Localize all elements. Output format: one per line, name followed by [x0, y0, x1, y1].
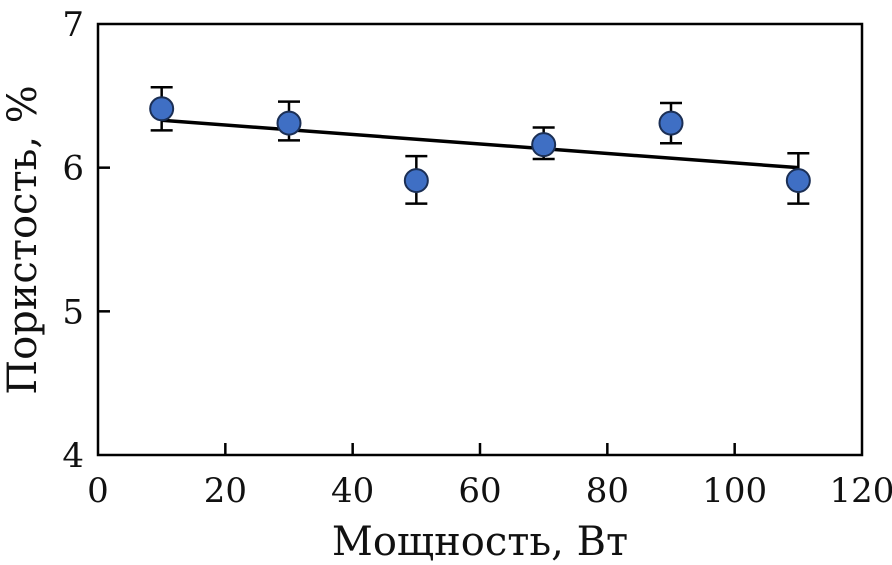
data-point-group [403, 154, 429, 205]
data-point [658, 110, 684, 136]
y-tick-label: 4 [62, 436, 84, 476]
data-point-group [149, 85, 175, 132]
x-axis-title: Мощность, Вт [332, 519, 628, 565]
x-tick-label: 120 [830, 471, 892, 511]
axis-ticks [98, 166, 736, 455]
y-tick-label: 7 [62, 5, 84, 45]
x-tick-label: 0 [87, 471, 109, 511]
y-tick-label: 6 [62, 149, 84, 189]
data-points [149, 85, 811, 205]
y-tick-label: 5 [62, 292, 84, 332]
data-point [276, 110, 302, 136]
data-point-group [531, 126, 557, 161]
x-tick-label: 40 [331, 471, 374, 511]
x-tick-label: 20 [204, 471, 247, 511]
data-point-group [658, 101, 684, 145]
data-point [785, 168, 811, 194]
y-axis-title: Пористость, % [0, 85, 46, 395]
data-point [149, 96, 175, 122]
data-point [403, 168, 429, 194]
data-point [531, 132, 557, 158]
x-tick-label: 100 [702, 471, 767, 511]
trend-line [161, 118, 799, 170]
data-point-group [785, 152, 811, 205]
x-tick-label: 60 [458, 471, 501, 511]
data-point-group [276, 100, 302, 142]
trend-line-group [161, 118, 799, 170]
tick-labels: 0 20 40 60 80 100 120 4 5 6 7 [62, 5, 892, 511]
x-tick-label: 80 [586, 471, 629, 511]
plot-area-frame [96, 22, 864, 457]
